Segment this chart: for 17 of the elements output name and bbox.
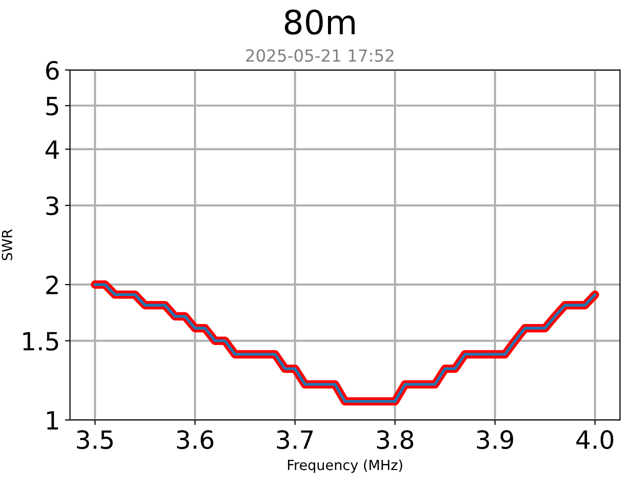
x-tick-label: 4.0 (576, 430, 614, 450)
x-tick-label: 3.6 (177, 430, 214, 450)
y-tick-label: 3 (46, 196, 58, 216)
x-tick-label: 3.8 (377, 430, 414, 450)
x-tick-label: 3.9 (477, 430, 514, 450)
y-tick-label: 2 (46, 276, 58, 294)
y-tick-label: 6 (46, 60, 59, 80)
chart-title: 80m (284, 9, 355, 35)
x-axis-title: Frequency (MHz) (288, 459, 402, 473)
y-tick-label: 1 (47, 411, 58, 430)
x-tick-label: 3.7 (277, 430, 313, 450)
y-tick-label: 4 (46, 140, 59, 159)
y-tick-label: 1.5 (23, 332, 58, 351)
y-axis-title: SWR (2, 229, 12, 260)
chart-subtitle: 2025-05-21 17:52 (246, 49, 394, 62)
y-tick-label: 5 (46, 96, 58, 116)
x-tick-label: 3.5 (77, 430, 113, 450)
